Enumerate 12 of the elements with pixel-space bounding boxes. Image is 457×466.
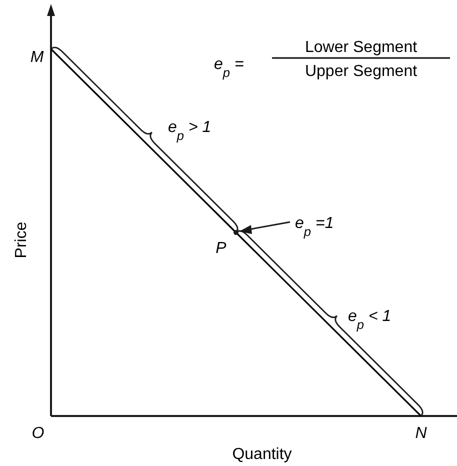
annotation: e$_{p}$ < 1 [348,308,392,332]
annotation: e$_{p}$ =1 [295,215,334,238]
text: M [30,49,44,66]
annotation: Lower Segment [304,39,418,56]
y-axis-title: Price [13,222,30,258]
text: O [32,425,44,442]
x-axis-title: Quantity [232,446,292,463]
annotation: e$_{p}$ > 1 [168,119,212,142]
text: N [415,425,428,442]
annotation: e$_{p}$ = [214,56,244,80]
annotation: Upper Segment [304,63,418,80]
annotation: P [216,240,227,257]
